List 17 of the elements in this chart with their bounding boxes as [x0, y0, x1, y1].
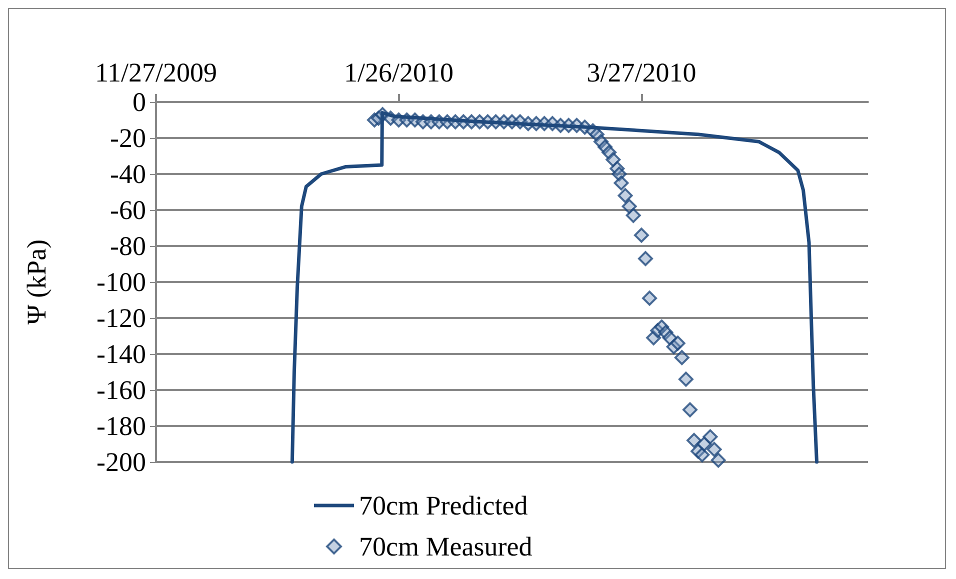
- y-tick-label: -80: [110, 231, 146, 261]
- y-tick-label: 0: [132, 87, 146, 117]
- legend-label: 70cm Measured: [359, 532, 533, 562]
- y-tick-label: -180: [96, 411, 146, 441]
- x-tick-label: 3/27/2010: [586, 58, 696, 88]
- y-tick-label: -140: [96, 339, 146, 369]
- y-axis-title: Ψ (kPa): [22, 239, 52, 325]
- y-tick-label: -160: [96, 375, 146, 405]
- y-tick-label: -100: [96, 267, 146, 297]
- y-tick-label: -60: [110, 195, 146, 225]
- y-tick-label: -200: [96, 447, 146, 477]
- y-tick-label: -20: [110, 123, 146, 153]
- x-tick-label: 1/26/2010: [344, 58, 454, 88]
- y-tick-label: -120: [96, 303, 146, 333]
- y-tick-label: -40: [110, 159, 146, 189]
- legend-label: 70cm Predicted: [359, 490, 528, 520]
- x-tick-label: 11/27/2009: [94, 58, 218, 88]
